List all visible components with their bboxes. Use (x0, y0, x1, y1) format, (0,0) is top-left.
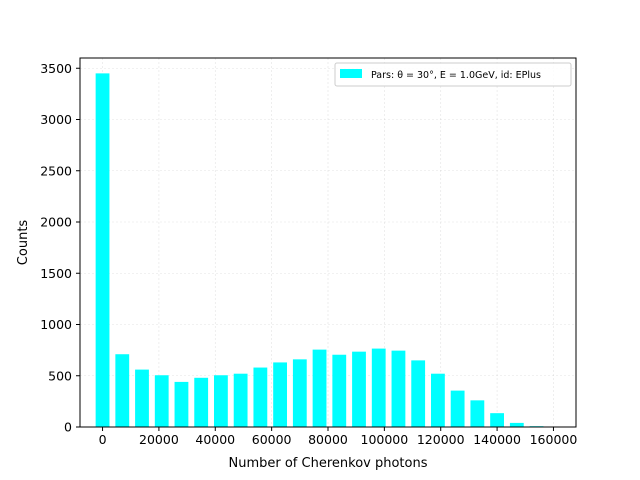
x-tick-label: 0 (99, 432, 107, 447)
histogram-bar (214, 375, 228, 427)
histogram-bar (292, 359, 307, 427)
histogram-bar (115, 354, 130, 427)
y-tick-label: 2500 (40, 163, 72, 178)
y-tick-label: 2000 (40, 215, 72, 230)
y-tick-label: 500 (48, 368, 72, 383)
x-tick-label: 160000 (530, 432, 578, 447)
histogram-bar (352, 351, 366, 427)
legend-box (334, 62, 572, 87)
y-axis-ticks: 0 500 1000 1500 2000 2500 3000 3500 (40, 61, 80, 435)
y-tick-label: 1000 (40, 317, 72, 332)
x-axis-label: Number of Cherenkov photons (229, 456, 428, 471)
histogram-bar (470, 400, 485, 427)
x-tick-label: 80000 (308, 432, 348, 447)
histogram-bar (391, 350, 406, 427)
histogram-bar (450, 390, 465, 427)
x-tick-label: 60000 (252, 432, 292, 447)
histogram-bar (490, 413, 504, 427)
legend-label: Pars: θ = 30°, E = 1.0GeV, id: EPlus (371, 70, 541, 81)
histogram-bar (233, 373, 248, 427)
legend: Pars: θ = 30°, E = 1.0GeV, id: EPlus (334, 62, 572, 87)
histogram-bar (411, 360, 426, 427)
y-tick-label: 0 (64, 420, 72, 435)
histogram-bar (312, 349, 327, 427)
histogram-bar (273, 362, 287, 427)
y-axis-label: Counts (16, 220, 31, 266)
x-tick-label: 100000 (361, 432, 409, 447)
grid-lines (80, 58, 576, 428)
x-tick-label: 40000 (195, 432, 235, 447)
legend-swatch (340, 69, 362, 78)
histogram-bar (135, 369, 149, 427)
histogram-bar (194, 377, 209, 427)
histogram-bar (253, 367, 268, 427)
x-tick-label: 120000 (417, 432, 465, 447)
y-tick-label: 3000 (40, 112, 72, 127)
histogram-bar (174, 381, 189, 427)
x-tick-label: 20000 (139, 432, 179, 447)
histogram-bar (431, 373, 445, 427)
x-axis-ticks: 0 20000 40000 60000 80000 100000 120000 140000 1… (99, 427, 578, 447)
histogram-bar (509, 422, 524, 427)
bars (95, 73, 544, 427)
histogram-bar (95, 73, 110, 427)
y-tick-label: 1500 (40, 266, 72, 281)
histogram-bar (154, 375, 169, 427)
y-tick-label: 3500 (40, 61, 72, 76)
histogram-bar (371, 348, 386, 427)
histogram-bar (332, 354, 347, 427)
x-tick-label: 140000 (473, 432, 521, 447)
